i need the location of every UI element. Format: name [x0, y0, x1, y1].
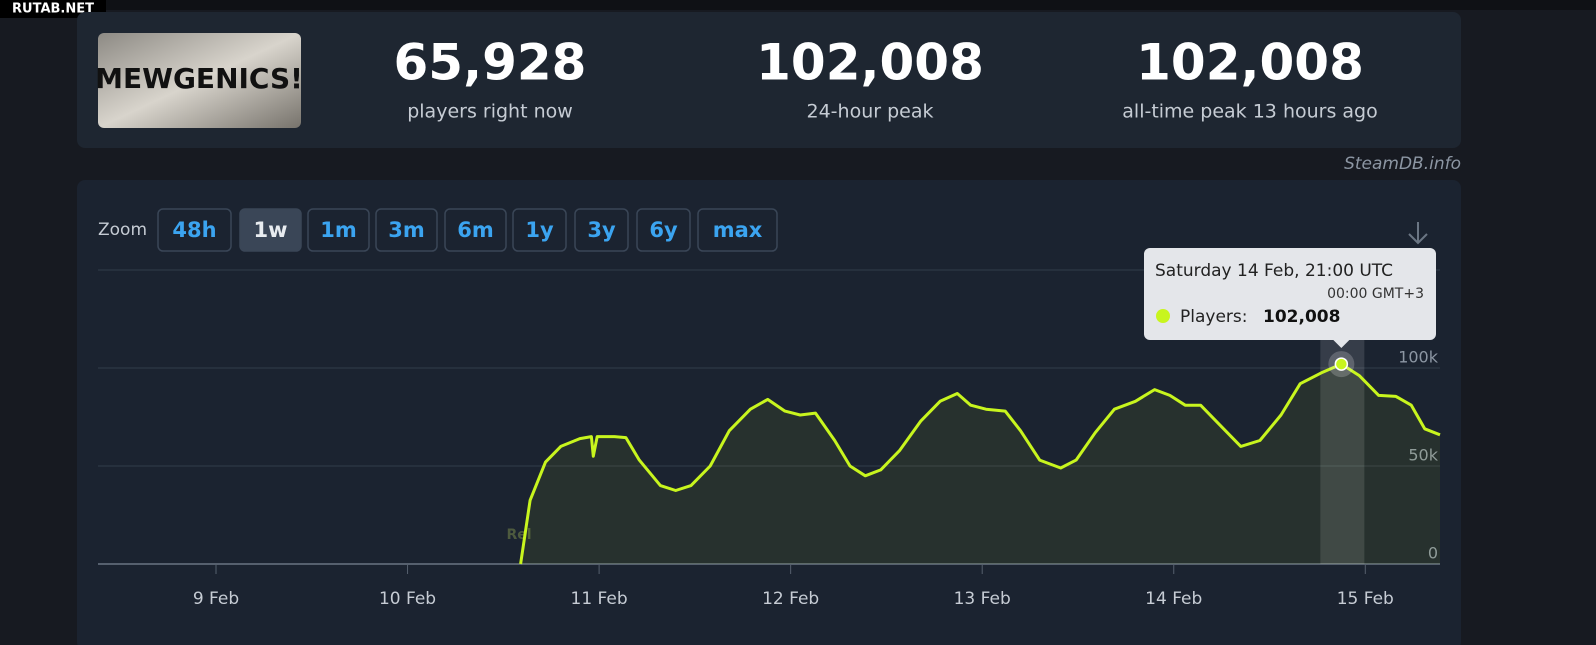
series-line	[519, 362, 1441, 565]
tooltip-value: 102,008	[1263, 307, 1340, 327]
zoom-button-label[interactable]: 48h	[172, 218, 216, 242]
zoom-button[interactable]	[636, 208, 691, 252]
zoom-button[interactable]	[239, 208, 302, 252]
zoom-button-label[interactable]: 6y	[649, 218, 678, 242]
zoom-button-label[interactable]: 1m	[320, 218, 357, 242]
source: SteamDB.info	[1344, 154, 1461, 174]
stat-label: players right now	[407, 101, 573, 123]
stat-label: all-time peak 13 hours ago	[1122, 101, 1377, 123]
zoom-button[interactable]	[157, 208, 232, 252]
stat-value: 102,008	[1136, 34, 1364, 92]
zoom-button-label[interactable]: 1w	[253, 218, 287, 242]
zoom-label: Zoom	[98, 220, 147, 240]
x-tick-label: 9 Feb	[193, 589, 239, 609]
zoom-button-label[interactable]: 3y	[587, 218, 616, 242]
tooltip-dot	[1156, 309, 1170, 323]
chart-panel	[77, 180, 1461, 645]
zoom-button[interactable]	[444, 208, 507, 252]
game-logo	[98, 33, 301, 128]
download-icon	[1408, 222, 1428, 245]
stats-panel	[77, 12, 1461, 148]
highlight-point	[1334, 357, 1349, 371]
zoom-button-label[interactable]: max	[713, 218, 763, 242]
x-tick-label: 15 Feb	[1337, 589, 1394, 609]
series-area	[520, 364, 1440, 564]
zoom-button[interactable]	[574, 208, 629, 252]
zoom-button[interactable]	[375, 208, 438, 252]
x-tick-label: 11 Feb	[571, 589, 628, 609]
tooltip-pointer	[1333, 340, 1350, 348]
y-tick-label: 0	[1428, 544, 1438, 563]
zoom-button[interactable]	[307, 208, 370, 252]
x-tick-label: 10 Feb	[379, 589, 436, 609]
top-strip	[0, 0, 1596, 10]
tooltip-label: Players:	[1180, 307, 1248, 327]
hover-band	[1320, 340, 1365, 564]
stat-label: 24-hour peak	[807, 101, 934, 123]
stat-value: 65,928	[394, 34, 587, 92]
x-tick-label: 13 Feb	[954, 589, 1011, 609]
tooltip-local-time: 00:00 GMT+3	[1327, 286, 1424, 302]
zoom-button[interactable]	[512, 208, 567, 252]
y-tick-label: 100k	[1398, 348, 1439, 367]
tooltip-title: Saturday 14 Feb, 21:00 UTC	[1155, 261, 1393, 281]
zoom-button-label[interactable]: 6m	[457, 218, 494, 242]
logo-text: MEWGENICS!	[95, 62, 303, 95]
stat-value: 102,008	[756, 34, 984, 92]
zoom-button-label[interactable]: 1y	[525, 218, 554, 242]
watermark-box	[0, 0, 106, 18]
y-tick-label: 50k	[1408, 446, 1438, 465]
zoom-button[interactable]	[697, 208, 778, 252]
tooltip-box	[1144, 248, 1436, 340]
zoom-button-label[interactable]: 3m	[388, 218, 425, 242]
x-tick-label: 14 Feb	[1145, 589, 1202, 609]
x-tick-label: 12 Feb	[762, 589, 819, 609]
watermark: RUTAB.NET	[12, 2, 94, 17]
